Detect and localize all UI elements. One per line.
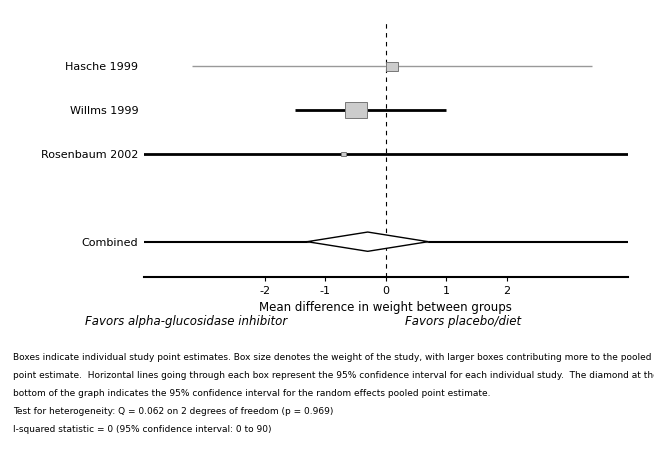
Text: bottom of the graph indicates the 95% confidence interval for the random effects: bottom of the graph indicates the 95% co… — [13, 389, 490, 398]
Text: I-squared statistic = 0 (95% confidence interval: 0 to 90): I-squared statistic = 0 (95% confidence … — [13, 425, 271, 434]
Text: Favors alpha-glucosidase inhibitor: Favors alpha-glucosidase inhibitor — [85, 315, 287, 328]
Polygon shape — [307, 232, 428, 251]
Text: Test for heterogeneity: Q = 0.062 on 2 degrees of freedom (p = 0.969): Test for heterogeneity: Q = 0.062 on 2 d… — [13, 407, 334, 416]
Text: Favors placebo/diet: Favors placebo/diet — [405, 315, 522, 328]
Bar — [386, 62, 398, 71]
Text: Boxes indicate individual study point estimates. Box size denotes the weight of : Boxes indicate individual study point es… — [13, 353, 651, 362]
Text: point estimate.  Horizontal lines going through each box represent the 95% confi: point estimate. Horizontal lines going t… — [13, 371, 654, 380]
X-axis label: Mean difference in weight between groups: Mean difference in weight between groups — [260, 302, 512, 315]
Bar — [345, 102, 366, 118]
Bar — [341, 152, 346, 156]
